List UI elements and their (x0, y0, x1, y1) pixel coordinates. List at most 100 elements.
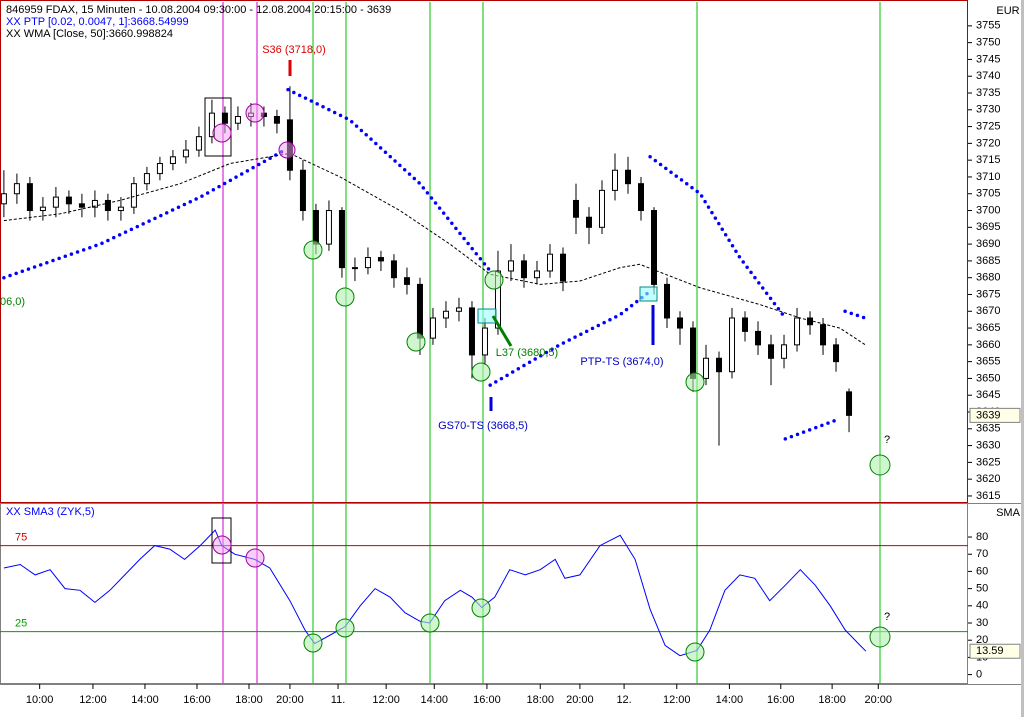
annotation: 06,0) (0, 296, 25, 308)
signal-circle (685, 372, 705, 392)
candle-body (742, 317, 749, 332)
highlight-box (211, 517, 232, 564)
legend-entry: XX SMA3 (ZYK,5) (6, 506, 95, 518)
signal-circle (335, 287, 355, 307)
x-tick-label: 14:00 (716, 694, 744, 706)
x-tick-label: 12:00 (663, 694, 691, 706)
x-tick-label: 12. (616, 694, 631, 706)
y-tick-label: 20 (976, 634, 988, 646)
candle-body (611, 169, 618, 191)
x-tick-label: 10:00 (26, 694, 54, 706)
annotation: ? (884, 611, 890, 623)
marker-lines (222, 2, 881, 684)
annotation: GS70-TS (3668,5) (438, 420, 528, 432)
signal-circle (406, 332, 426, 352)
candle-body (104, 199, 111, 212)
y-tick-label: 3700 (976, 204, 1000, 216)
current-value-box (969, 407, 1021, 423)
candle-body (195, 136, 202, 151)
x-tick-label: 18:00 (235, 694, 263, 706)
y-tick-label: 3730 (976, 104, 1000, 116)
candle-body (0, 193, 7, 205)
level-label: 75 (15, 532, 27, 544)
candle-body (846, 391, 853, 416)
signal-circle (685, 642, 705, 662)
candle-body (221, 112, 228, 124)
annotation: PTP-TS (3674,0) (580, 356, 663, 368)
x-tick-label: 16:00 (473, 694, 501, 706)
x-tick-label: 20:00 (566, 694, 594, 706)
candle-body (507, 260, 514, 272)
candle-body (807, 317, 814, 326)
series-line (3, 152, 866, 346)
edge (1021, 0, 1024, 717)
signal-circle (869, 454, 891, 476)
current-value-box (969, 643, 1021, 659)
y-tick-label: 70 (976, 548, 988, 560)
signal-box (639, 286, 658, 302)
candle-body (559, 253, 566, 282)
candle-body (143, 173, 150, 185)
signal-circle (303, 633, 323, 653)
y-tick-label: 3720 (976, 137, 1000, 149)
signal-circle (303, 240, 323, 260)
candle-body (26, 183, 33, 212)
candle-body (716, 357, 723, 373)
y-tick-label: 3665 (976, 322, 1000, 334)
y-tick-label: 3620 (976, 473, 1000, 485)
signal-circle (471, 362, 491, 382)
y-tick-label: 3705 (976, 188, 1000, 200)
candle-body (468, 307, 475, 356)
axis-label: EUR (996, 5, 1019, 17)
candle-body (546, 253, 553, 272)
x-tick-label: 14:00 (131, 694, 159, 706)
y-tick-label: 3755 (976, 20, 1000, 32)
series-line (2, 87, 868, 441)
y-tick-label: 40 (976, 600, 988, 612)
y-tick-label: 3615 (976, 490, 1000, 502)
axis-label: SMA (996, 507, 1021, 519)
y-tick-label: 80 (976, 531, 988, 543)
highlights (204, 60, 891, 662)
x-tick-label: 14:00 (421, 694, 449, 706)
candle-body (481, 327, 488, 356)
legend-entry: XX WMA [Close, 50]:3660.998824 (6, 28, 173, 40)
label-layer: 3615362036253630363536403645365036553660… (0, 4, 1021, 706)
candle-body (729, 317, 736, 373)
candle-body (403, 277, 410, 285)
y-tick-label: 3745 (976, 53, 1000, 65)
x-tick-label: 18:00 (526, 694, 554, 706)
y-tick-label: 3655 (976, 356, 1000, 368)
chart-title: 846959 FDAX, 15 Minuten - 10.08.2004 09:… (6, 4, 391, 16)
candle-body (130, 183, 137, 208)
y-tick-label: 3630 (976, 439, 1000, 451)
y-tick-label: 3670 (976, 305, 1000, 317)
y-tick-label: 3625 (976, 456, 1000, 468)
candle-body (442, 310, 449, 319)
y-tick-label: 3710 (976, 171, 1000, 183)
signal-tick (491, 315, 513, 347)
candle-body (690, 327, 697, 379)
candle-body (234, 116, 241, 124)
plot-layer (0, 25, 972, 689)
signal-circle (278, 141, 296, 159)
y-tick-label: 3715 (976, 154, 1000, 166)
signal-circle (335, 618, 355, 638)
x-tick-label: 20:00 (865, 694, 893, 706)
signal-circle (212, 123, 232, 143)
y-tick-label: 3695 (976, 221, 1000, 233)
candle-body (703, 357, 710, 379)
candle-body (390, 260, 397, 279)
annotation: L37 (3680,5) (496, 347, 558, 359)
y-tick-label: 3750 (976, 37, 1000, 49)
candle-body (781, 344, 788, 359)
annotation: S36 (3718,0) (262, 44, 326, 56)
series-line (3, 529, 867, 657)
current-value: 13.59 (976, 645, 1004, 657)
highlight-box (204, 97, 232, 157)
y-tick-label: 60 (976, 565, 988, 577)
candle-body (651, 210, 658, 285)
candle-body (416, 283, 423, 339)
candle-body (624, 169, 631, 185)
